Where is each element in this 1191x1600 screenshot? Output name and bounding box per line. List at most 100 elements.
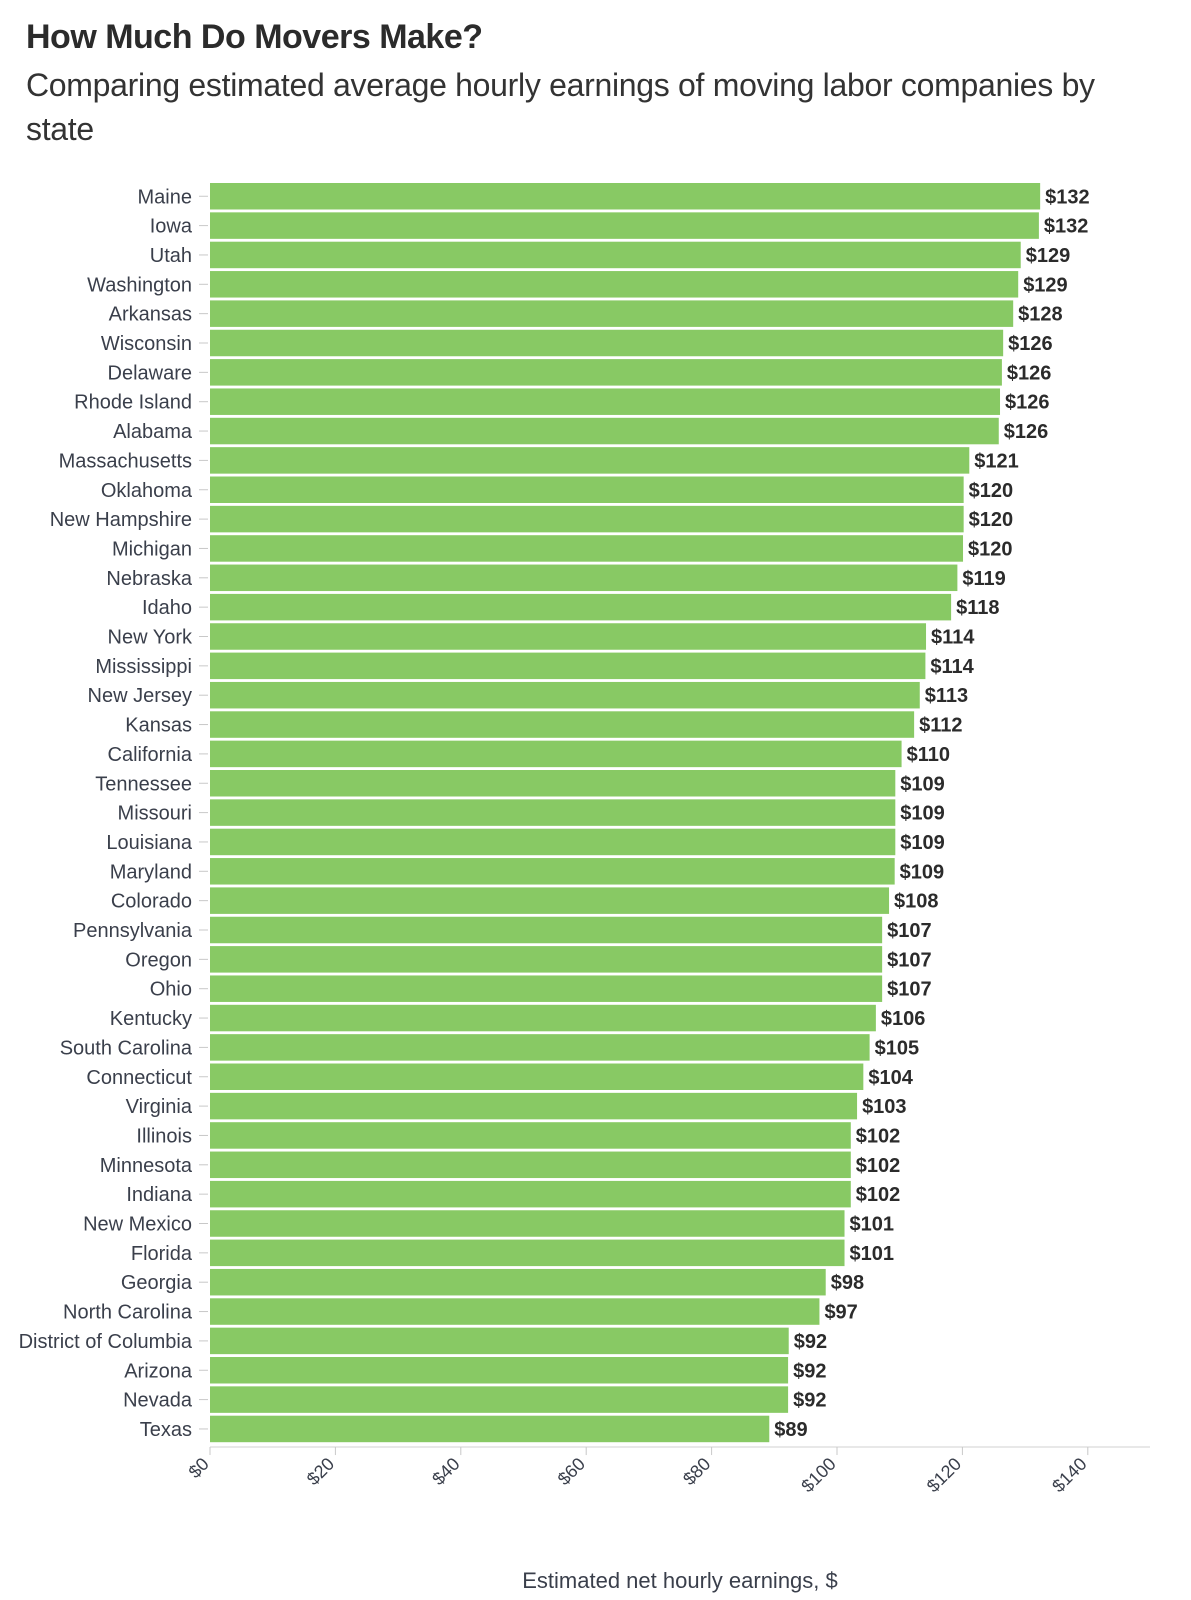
- category-label: Virginia: [126, 1096, 193, 1118]
- category-label: Arkansas: [109, 304, 192, 326]
- data-label: $129: [1023, 274, 1068, 296]
- data-label: $105: [875, 1037, 920, 1059]
- x-axis-title: Estimated net hourly earnings, $: [522, 1568, 838, 1593]
- data-label: $121: [974, 450, 1019, 472]
- category-label: Minnesota: [100, 1155, 193, 1177]
- data-label: $106: [881, 1008, 926, 1030]
- chart-title: How Much Do Movers Make?: [26, 18, 483, 56]
- category-label: Massachusetts: [59, 450, 192, 472]
- data-label: $98: [831, 1272, 864, 1294]
- bar: [210, 535, 964, 562]
- category-label: Utah: [150, 245, 192, 267]
- data-label: $107: [887, 920, 932, 942]
- bar: [210, 1415, 770, 1443]
- data-label: $109: [900, 861, 945, 883]
- data-label: $92: [793, 1360, 826, 1382]
- data-label: $120: [969, 509, 1014, 531]
- category-label: Connecticut: [86, 1067, 192, 1089]
- bar: [210, 1327, 789, 1355]
- data-label: $113: [925, 685, 968, 707]
- x-tick-label: $120: [923, 1454, 965, 1496]
- category-label: Nevada: [123, 1390, 193, 1412]
- category-label: New York: [108, 627, 193, 649]
- bar: [210, 799, 896, 826]
- category-label: Arizona: [124, 1360, 193, 1382]
- x-tick-label: $140: [1048, 1454, 1090, 1496]
- data-label: $118: [956, 597, 999, 619]
- data-label: $128: [1018, 304, 1063, 326]
- bar: [210, 1268, 826, 1296]
- bar: [210, 711, 915, 738]
- category-label: Delaware: [108, 362, 192, 384]
- category-label: Missouri: [118, 803, 192, 825]
- bar: [210, 1386, 789, 1413]
- category-label: Oklahoma: [101, 480, 193, 502]
- data-label: $126: [1004, 421, 1049, 443]
- category-label: Wisconsin: [101, 333, 192, 355]
- bar: [210, 241, 1021, 269]
- category-label: Rhode Island: [74, 392, 192, 414]
- bar: [210, 212, 1039, 239]
- category-label: Michigan: [112, 538, 192, 560]
- category-label: Indiana: [126, 1184, 192, 1206]
- bar: [210, 1004, 876, 1032]
- category-label: Ohio: [150, 979, 192, 1001]
- data-label: $89: [774, 1419, 807, 1441]
- category-label: New Hampshire: [50, 509, 192, 531]
- data-label: $109: [900, 773, 945, 795]
- bar: [210, 1180, 851, 1208]
- bar: [210, 1122, 851, 1149]
- x-tick-label: $100: [797, 1454, 839, 1496]
- data-label: $120: [968, 538, 1013, 560]
- data-label: $114: [931, 627, 975, 649]
- category-label: Georgia: [121, 1272, 193, 1294]
- x-tick-label: $80: [679, 1454, 714, 1489]
- category-label: Nebraska: [106, 568, 192, 590]
- data-label: $102: [856, 1125, 901, 1147]
- category-label: Kansas: [125, 715, 192, 737]
- bar: [210, 564, 958, 592]
- data-label: $92: [793, 1390, 826, 1412]
- category-label: Kentucky: [110, 1008, 192, 1030]
- category-label: Iowa: [150, 216, 193, 238]
- bar: [210, 858, 895, 885]
- category-label: Pennsylvania: [73, 920, 193, 942]
- data-label: $101: [850, 1214, 895, 1236]
- data-label: $119: [962, 568, 1005, 590]
- bar: [210, 417, 999, 445]
- data-label: $103: [862, 1096, 907, 1118]
- bar: [210, 946, 883, 973]
- bar: [210, 300, 1014, 327]
- category-label: Mississippi: [95, 656, 192, 678]
- category-label: Illinois: [136, 1125, 192, 1147]
- data-label: $114: [930, 656, 974, 678]
- data-label: $92: [794, 1331, 827, 1353]
- data-label: $126: [1008, 333, 1053, 355]
- data-label: $108: [894, 891, 939, 913]
- bar: [210, 388, 1001, 415]
- data-label: $132: [1044, 216, 1089, 238]
- data-label: $104: [868, 1067, 913, 1089]
- category-label: Oregon: [125, 949, 192, 971]
- bar: [210, 770, 896, 797]
- data-label: $132: [1045, 186, 1090, 208]
- bar: [210, 1357, 789, 1384]
- category-label: District of Columbia: [19, 1331, 193, 1353]
- x-tick-label: $40: [428, 1454, 463, 1489]
- data-label: $101: [850, 1243, 895, 1265]
- category-label: Texas: [140, 1419, 192, 1441]
- bar: [210, 505, 964, 533]
- data-label: $126: [1007, 362, 1052, 384]
- data-label: $109: [900, 803, 945, 825]
- bar: [210, 593, 952, 621]
- data-label: $120: [969, 480, 1014, 502]
- category-label: Louisiana: [106, 832, 193, 854]
- category-label: Idaho: [142, 597, 192, 619]
- data-label: $107: [887, 979, 932, 1001]
- bar: [210, 271, 1019, 298]
- data-label: $102: [856, 1184, 901, 1206]
- bar: [210, 740, 902, 768]
- bar: [210, 681, 920, 709]
- x-tick-label: $0: [185, 1454, 213, 1482]
- bar: [210, 828, 896, 856]
